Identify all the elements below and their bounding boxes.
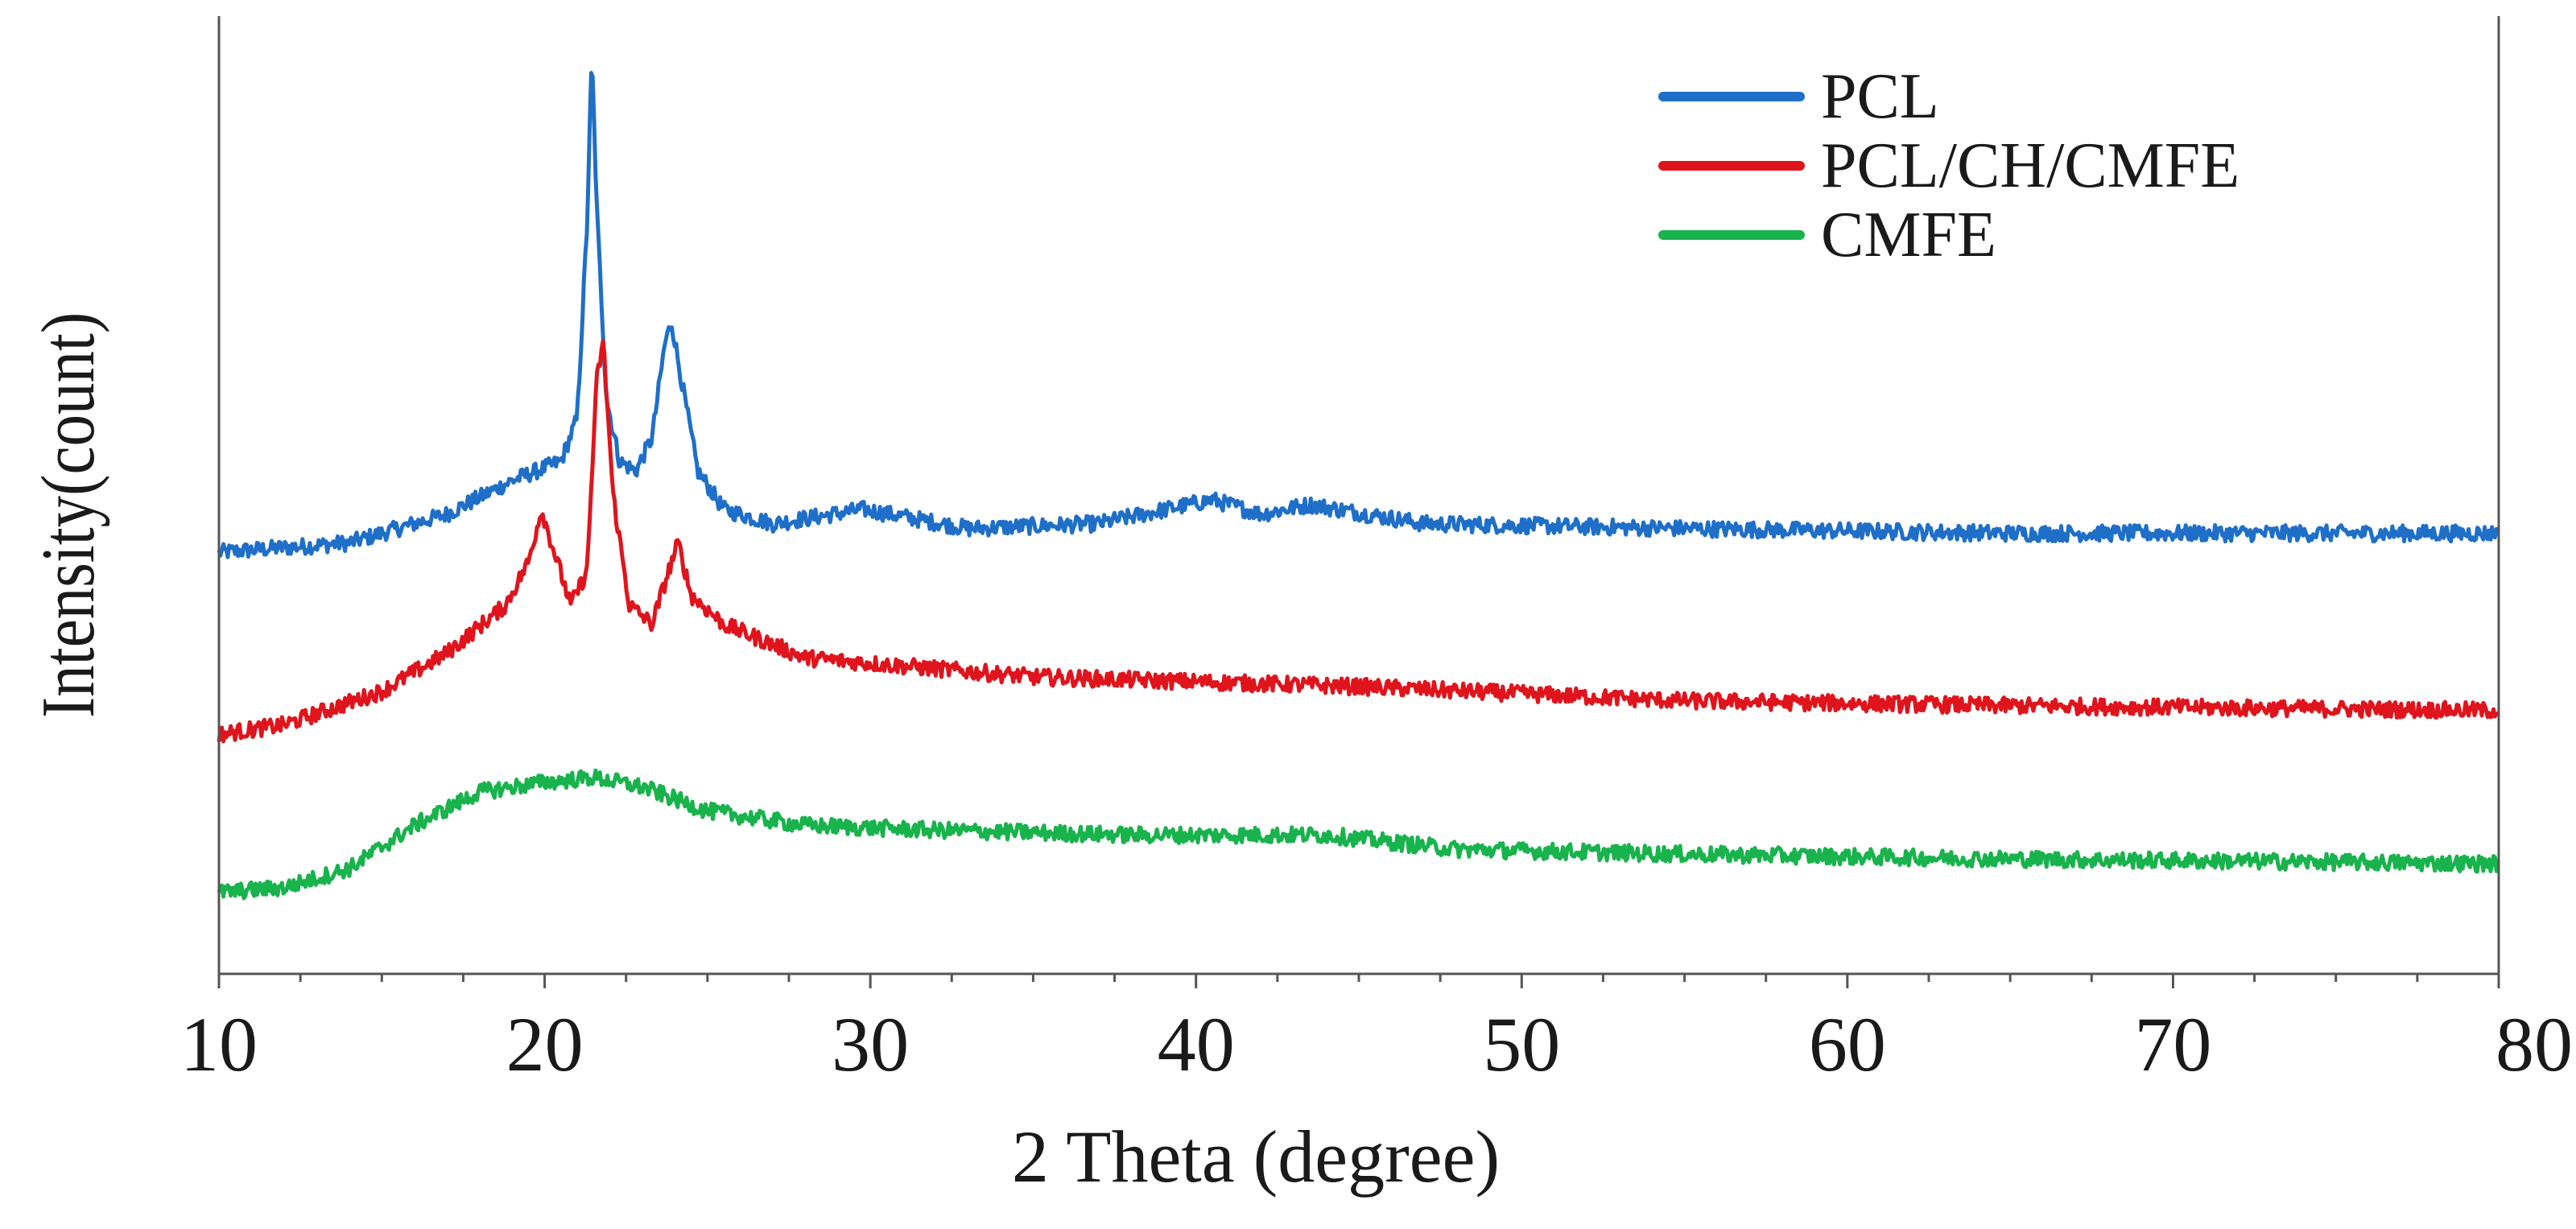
series-layer	[217, 71, 2500, 901]
x-tick-label: 10	[180, 1001, 258, 1087]
series-line-cmfe	[217, 768, 2500, 901]
x-ticks: 10 20 30 40 50 60 70 80	[180, 974, 2573, 1087]
series-line-pcl	[217, 71, 2500, 559]
legend-label: PCL	[1821, 61, 1939, 132]
x-tick-label: 40	[1158, 1001, 1235, 1087]
x-axis-label: 2 Theta (degree)	[1012, 1116, 1500, 1198]
series-line-pcl-ch-cmfe	[217, 339, 2499, 744]
x-tick-label: 30	[832, 1001, 909, 1087]
x-tick-label: 50	[1483, 1001, 1560, 1087]
legend-label: PCL/CH/CMFE	[1821, 130, 2240, 201]
x-tick-label: 80	[2496, 1001, 2573, 1087]
x-tick-label: 70	[2134, 1001, 2211, 1087]
legend-label: CMFE	[1821, 200, 1996, 270]
x-tick-label: 20	[506, 1001, 584, 1087]
x-tick-label: 60	[1809, 1001, 1886, 1087]
y-axis-label: Intensity(count)	[27, 312, 110, 718]
